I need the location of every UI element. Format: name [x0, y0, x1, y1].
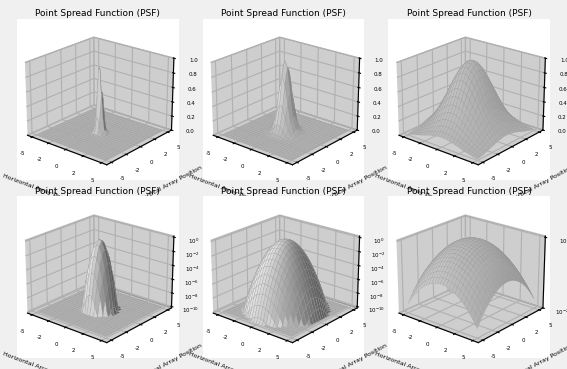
Title: Point Spread Function (PSF): Point Spread Function (PSF)	[221, 187, 346, 196]
X-axis label: Horizontal Array Position: Horizontal Array Position	[188, 351, 263, 369]
Title: Point Spread Function (PSF): Point Spread Function (PSF)	[35, 187, 160, 196]
Y-axis label: Vertical Array Position: Vertical Array Position	[139, 343, 202, 369]
Y-axis label: Vertical Array Position: Vertical Array Position	[511, 343, 567, 369]
Title: Point Spread Function (PSF): Point Spread Function (PSF)	[221, 10, 346, 18]
X-axis label: Horizontal Array Position: Horizontal Array Position	[2, 173, 77, 205]
Y-axis label: Vertical Array Position: Vertical Array Position	[325, 343, 388, 369]
X-axis label: Horizontal Array Position: Horizontal Array Position	[374, 351, 448, 369]
Title: Point Spread Function (PSF): Point Spread Function (PSF)	[35, 10, 160, 18]
Y-axis label: Vertical Array Position: Vertical Array Position	[511, 165, 567, 203]
Title: Point Spread Function (PSF): Point Spread Function (PSF)	[407, 187, 532, 196]
Title: Point Spread Function (PSF): Point Spread Function (PSF)	[407, 10, 532, 18]
X-axis label: Horizontal Array Position: Horizontal Array Position	[188, 173, 263, 205]
X-axis label: Horizontal Array Position: Horizontal Array Position	[374, 173, 448, 205]
X-axis label: Horizontal Array Position: Horizontal Array Position	[2, 351, 77, 369]
Y-axis label: Vertical Array Position: Vertical Array Position	[325, 165, 388, 203]
Y-axis label: Vertical Array Position: Vertical Array Position	[139, 165, 202, 203]
